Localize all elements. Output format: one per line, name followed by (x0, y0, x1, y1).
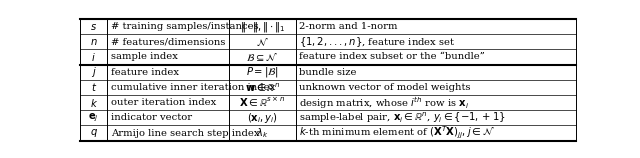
Text: feature index subset or the “bundle”: feature index subset or the “bundle” (300, 52, 485, 61)
Text: $s$: $s$ (90, 21, 97, 32)
Text: $t$: $t$ (90, 81, 97, 93)
Text: $j$: $j$ (91, 65, 97, 79)
Text: $\mathbf{w}\in\mathbb{R}^n$: $\mathbf{w}\in\mathbb{R}^n$ (244, 81, 280, 94)
Text: outer iteration index: outer iteration index (111, 98, 216, 107)
Text: $\|\cdot\|, \|\cdot\|_1$: $\|\cdot\|, \|\cdot\|_1$ (240, 20, 285, 33)
Text: $\mathcal{B}\subseteq\mathcal{N}$: $\mathcal{B}\subseteq\mathcal{N}$ (246, 51, 278, 63)
Text: 2-norm and 1-norm: 2-norm and 1-norm (300, 22, 397, 31)
Text: sample-label pair, $\mathbf{x}_i\in\mathbb{R}^n$, $y_i\in\{-1,+1\}$: sample-label pair, $\mathbf{x}_i\in\math… (300, 111, 506, 125)
Text: design matrix, whose $i^{th}$ row is $\mathbf{x}_i$: design matrix, whose $i^{th}$ row is $\m… (300, 95, 469, 110)
Text: $k$: $k$ (90, 97, 98, 109)
Text: cumulative inner iteration index: cumulative inner iteration index (111, 83, 275, 92)
Text: $q$: $q$ (90, 127, 98, 139)
Text: unknown vector of model weights: unknown vector of model weights (300, 83, 471, 92)
Text: $n$: $n$ (90, 37, 97, 47)
Text: $\mathbf{e}_j$: $\mathbf{e}_j$ (88, 112, 99, 124)
Text: bundle size: bundle size (300, 68, 356, 77)
Text: feature index: feature index (111, 68, 179, 77)
Text: $i$: $i$ (92, 51, 96, 63)
Text: $\{1,2,...,n\}$, feature index set: $\{1,2,...,n\}$, feature index set (300, 35, 456, 49)
Text: # training samples/instances: # training samples/instances (111, 22, 259, 31)
Text: sample index: sample index (111, 52, 178, 61)
Text: $\mathcal{N}$: $\mathcal{N}$ (256, 36, 269, 48)
Text: # features/dimensions: # features/dimensions (111, 37, 225, 46)
Text: $P=|\mathcal{B}|$: $P=|\mathcal{B}|$ (246, 65, 279, 79)
Text: $k$-th minimum element of $(\mathbf{X}^T\mathbf{X})_{jj}, j\in\mathcal{N}$: $k$-th minimum element of $(\mathbf{X}^T… (300, 125, 495, 141)
Text: $\lambda_k$: $\lambda_k$ (256, 126, 269, 140)
Text: $\mathbf{X}\in\mathbb{R}^{s\times n}$: $\mathbf{X}\in\mathbb{R}^{s\times n}$ (239, 96, 285, 109)
Text: indicator vector: indicator vector (111, 113, 192, 122)
Text: Armijo line search step index: Armijo line search step index (111, 128, 259, 137)
Text: $(\mathbf{x}_i, y_i)$: $(\mathbf{x}_i, y_i)$ (247, 111, 278, 125)
